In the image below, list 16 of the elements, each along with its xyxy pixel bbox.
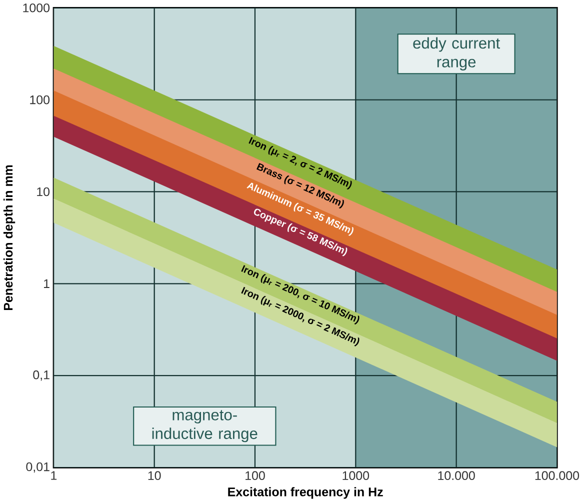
y-tick-label: 100: [30, 95, 50, 104]
y-tick-label: 1000: [23, 3, 50, 12]
band-label: magneto-inductive range: [152, 410, 258, 442]
y-axis-title: Penetration depth in mm: [3, 165, 16, 310]
y-tick-label: 0,01: [26, 462, 50, 473]
x-tick-label: 10: [148, 471, 161, 480]
x-tick-label: 10.000: [438, 471, 475, 480]
x-tick-label: 1000: [342, 471, 370, 480]
x-tick-label: 1: [51, 471, 57, 480]
x-axis-title: Excitation frequency in Hz: [228, 487, 383, 499]
y-tick-label: 1: [44, 279, 50, 288]
y-tick-label: 10: [37, 187, 50, 196]
y-tick-label: 0,1: [33, 370, 50, 381]
x-tick-label: 100.000: [535, 471, 580, 480]
band-label: eddy current range: [413, 37, 500, 70]
x-tick-label: 100: [246, 471, 265, 480]
